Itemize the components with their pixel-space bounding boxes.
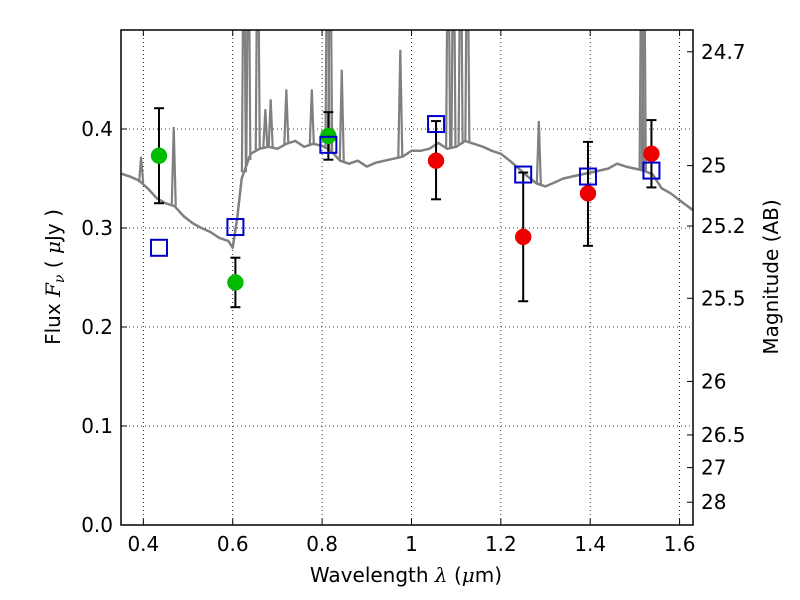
y-tick-label: 0.3 — [81, 216, 113, 240]
open-square-marker — [149, 238, 168, 257]
x-tick-label: 0.6 — [217, 532, 249, 556]
y2-tick-label: 25.5 — [701, 286, 746, 310]
y2-tick-label: 24.7 — [701, 40, 746, 64]
filled-circle-marker — [427, 152, 445, 169]
emission-line — [457, 30, 464, 144]
y-axis-label: Flux Fν ( μJy ) — [41, 209, 68, 345]
emission-line — [254, 30, 261, 150]
y2-tick-label: 25 — [701, 154, 726, 178]
x-axis-label: Wavelength λ (μm) — [310, 563, 502, 587]
open-square-marker — [642, 161, 661, 180]
emission-line — [138, 156, 145, 183]
data-markers — [149, 115, 661, 291]
open-square-marker — [514, 165, 533, 184]
emission-line — [245, 30, 252, 160]
open-square-marker — [226, 218, 245, 237]
plot-frame — [120, 29, 694, 526]
y-tick-label: 0.4 — [81, 117, 113, 141]
filled-circle-marker — [227, 274, 244, 291]
filled-circle-marker — [514, 228, 532, 246]
y2-tick-label: 28 — [701, 490, 726, 514]
y2-tick-label: 26 — [701, 369, 726, 393]
emission-line — [445, 30, 452, 149]
emission-line — [267, 99, 274, 148]
y-tick-label: 0.0 — [81, 513, 113, 537]
x-tick-label: 1.2 — [485, 532, 517, 556]
emission-line — [397, 49, 404, 158]
y2-axis-label: Magnitude (AB) — [759, 199, 783, 354]
y2-tick-label: 26.5 — [701, 423, 746, 447]
open-square-marker — [578, 167, 597, 186]
filled-circle-marker — [579, 185, 597, 202]
emission-line — [464, 30, 471, 142]
filled-circle-marker — [150, 147, 168, 164]
emission-line — [327, 30, 334, 151]
y-axis: 0.0 0.1 0.2 0.3 0.4 — [81, 117, 127, 537]
emission-line — [170, 126, 177, 206]
open-square-marker — [319, 135, 338, 154]
emission-line — [338, 69, 345, 162]
y-tick-label: 0.1 — [81, 414, 113, 438]
emission-line — [240, 30, 247, 173]
y2-tick-label: 25.2 — [701, 214, 746, 238]
x-tick-label: 1.4 — [574, 532, 606, 556]
filled-circle-marker — [643, 145, 660, 162]
secondary-magnitude-axis: 24.7 25 25.2 25.5 26 26.5 27 28 — [687, 40, 746, 514]
emission-line — [450, 30, 457, 148]
x-tick-label: 1.6 — [664, 532, 696, 556]
y-tick-label: 0.2 — [81, 315, 113, 339]
emission-line — [262, 109, 269, 148]
emission-line — [535, 121, 542, 185]
emission-line — [640, 30, 647, 171]
model-spectrum — [121, 30, 693, 250]
x-tick-label: 0.4 — [127, 532, 159, 556]
open-square-marker — [427, 115, 446, 134]
y2-tick-label: 27 — [701, 456, 726, 480]
spectrum-continuum — [121, 139, 693, 250]
x-tick-label: 1 — [405, 532, 418, 556]
x-axis: 0.4 0.6 0.8 1 1.2 1.4 1.6 — [127, 30, 696, 556]
emission-line — [283, 89, 290, 144]
x-tick-label: 0.8 — [306, 532, 338, 556]
gridlines — [121, 30, 693, 525]
emission-line — [308, 89, 315, 145]
